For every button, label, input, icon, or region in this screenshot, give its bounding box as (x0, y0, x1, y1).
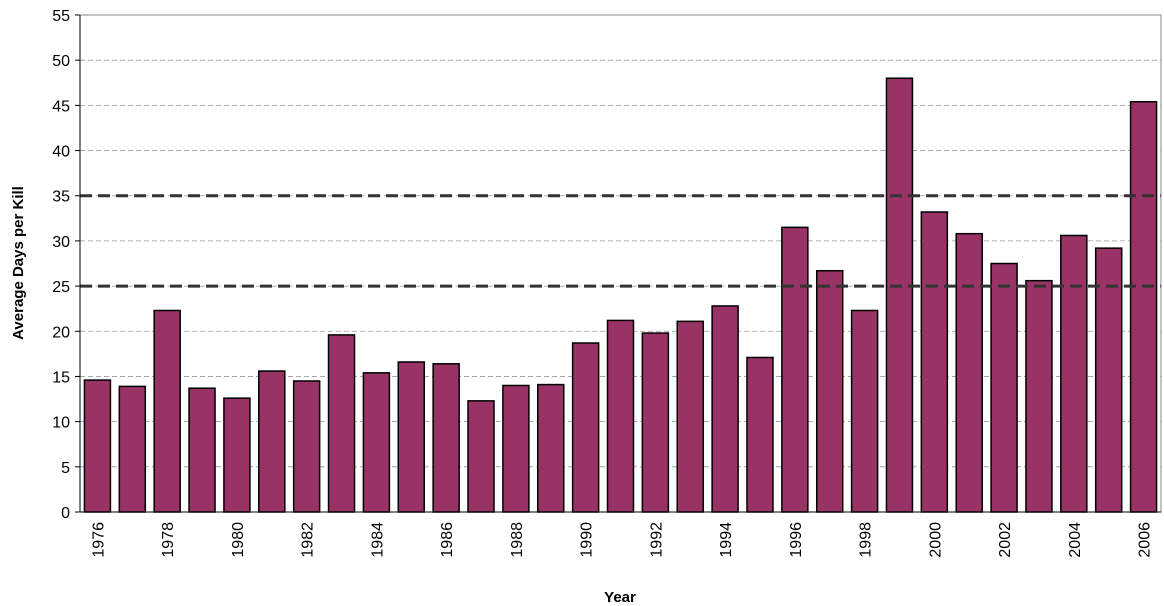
bar (711, 305, 739, 513)
bar (153, 309, 181, 513)
bar (362, 372, 391, 513)
y-tick-label: 15 (52, 369, 70, 386)
y-tick-label: 40 (52, 144, 70, 161)
x-tick-label: 1980 (230, 522, 247, 558)
bar (188, 387, 216, 513)
y-tick-label: 55 (52, 8, 70, 25)
bar (641, 332, 670, 513)
x-tick-label: 2000 (927, 522, 944, 558)
y-tick-label: 10 (52, 415, 70, 432)
x-tick-label: 1984 (369, 522, 386, 558)
x-tick-label: 1978 (160, 522, 177, 558)
bar (502, 384, 530, 513)
y-tick-label: 45 (52, 98, 70, 115)
bar (537, 383, 565, 513)
bar (1129, 100, 1158, 513)
x-tick-label: 1998 (858, 522, 875, 558)
bar (397, 361, 426, 513)
x-tick-label: 2006 (1137, 522, 1154, 558)
y-tick-label: 5 (61, 460, 70, 477)
bar (781, 226, 809, 513)
x-tick-label: 1994 (718, 522, 735, 558)
y-tick-label: 0 (61, 505, 70, 522)
bar (1060, 234, 1088, 513)
bar (467, 400, 495, 513)
bar (292, 380, 321, 513)
bar (83, 379, 112, 513)
bar (920, 211, 949, 513)
x-tick-label: 1976 (90, 522, 107, 558)
bar (606, 319, 635, 513)
y-tick-label: 25 (52, 279, 70, 296)
bar (850, 309, 879, 513)
x-tick-label: 1982 (300, 522, 317, 558)
bar (327, 334, 356, 513)
bar (118, 385, 147, 513)
x-tick-label: 2004 (1067, 522, 1084, 558)
bar (990, 262, 1018, 513)
bar (571, 342, 600, 513)
y-tick-label: 30 (52, 234, 70, 251)
y-tick-label: 35 (52, 189, 70, 206)
x-tick-label: 1990 (579, 522, 596, 558)
bar (1094, 247, 1123, 513)
bar (746, 356, 774, 513)
y-axis-title: Average Days per Kill (10, 186, 27, 340)
x-tick-label: 1986 (439, 522, 456, 558)
x-tick-label: 1988 (509, 522, 526, 558)
x-tick-label: 1992 (648, 522, 665, 558)
x-tick-label: 1996 (788, 522, 805, 558)
bar (223, 397, 251, 513)
bar (432, 363, 460, 513)
bar (885, 77, 914, 513)
bar (815, 269, 844, 513)
bar (258, 370, 286, 513)
x-tick-label: 2002 (997, 522, 1014, 558)
bar (1025, 279, 1053, 513)
y-tick-label: 50 (52, 53, 70, 70)
bar (676, 320, 704, 513)
y-tick-label: 20 (52, 324, 70, 341)
bar (955, 232, 983, 513)
x-axis-title: Year (604, 589, 636, 606)
